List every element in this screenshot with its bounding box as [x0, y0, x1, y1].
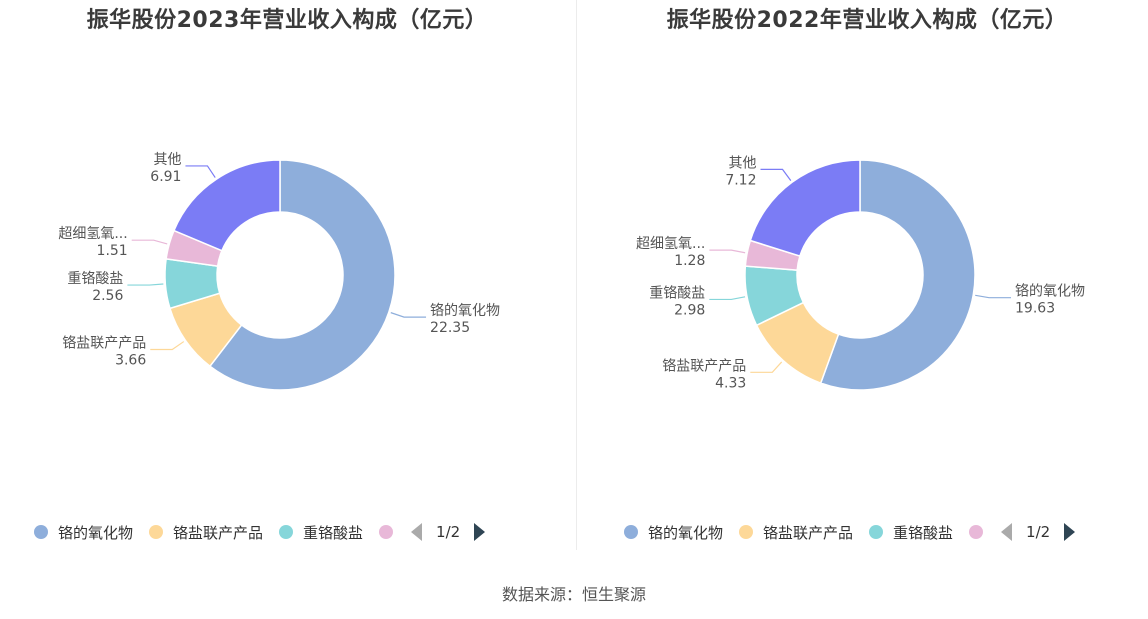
- chart-title: 振华股份2022年营业收入构成（亿元）: [666, 8, 1068, 33]
- slice-value-ultrafine-hydroxide: 1.28: [674, 253, 705, 269]
- label-leader-line: [185, 165, 216, 178]
- legend-item-partial[interactable]: [969, 525, 984, 539]
- slice-label-ultrafine-hydroxide: 超细氢氧...: [636, 236, 705, 252]
- label-leader-line: [975, 294, 1012, 299]
- slice-label-chromium-oxide: 铬的氧化物: [1015, 284, 1085, 300]
- slice-label-coproducts: 铬盐联产产品: [62, 336, 146, 352]
- slice-label-coproducts: 铬盐联产产品: [662, 358, 746, 374]
- legend-label: 铬的氧化物: [648, 523, 724, 542]
- legend-swatch: [869, 525, 884, 539]
- legend-item-dichromate[interactable]: 重铬酸盐: [869, 522, 953, 543]
- slice-value-coproducts: 4.33: [715, 375, 746, 391]
- slice-label-ultrafine-hydroxide: 超细氢氧...: [58, 226, 127, 242]
- slice-value-ultrafine-hydroxide: 1.51: [97, 243, 128, 259]
- chart-panel-2023: 振华股份2023年营业收入构成（亿元） 铬的氧化物 22.35 铬盐联产产品 3.66…: [0, 0, 574, 560]
- legend-swatch: [149, 525, 164, 539]
- label-leader-line: [709, 249, 746, 254]
- slice-value-other: 6.91: [150, 169, 181, 185]
- chart-legend: 铬的氧化物 铬盐联产产品 重铬酸盐 1/2: [34, 520, 486, 544]
- legend-swatch: [34, 525, 48, 539]
- legend-item-chromium-oxide[interactable]: 铬的氧化物: [34, 522, 133, 543]
- slice-value-coproducts: 3.66: [115, 353, 146, 369]
- legend-swatch: [379, 525, 394, 539]
- legend-item-partial[interactable]: [379, 525, 394, 539]
- slice-label-other: 其他: [153, 152, 181, 168]
- pager-prev-icon[interactable]: [411, 523, 423, 541]
- label-leader-line: [760, 168, 792, 182]
- legend-label: 铬的氧化物: [58, 523, 134, 542]
- donut-slice-other[interactable]: [749, 159, 861, 258]
- legend-label: 铬盐联产产品: [173, 523, 264, 542]
- legend-item-dichromate[interactable]: 重铬酸盐: [279, 522, 363, 543]
- data-source: 数据来源：恒生聚源: [501, 585, 646, 604]
- legend-item-coproducts[interactable]: 铬盐联产产品: [149, 522, 263, 543]
- pager-label: 1/2: [436, 523, 461, 541]
- legend-item-chromium-oxide[interactable]: 铬的氧化物: [624, 522, 723, 543]
- slice-value-dichromate: 2.56: [92, 288, 123, 304]
- donut-slice-chromium-oxide[interactable]: [819, 159, 976, 391]
- panel-divider: [576, 0, 577, 550]
- legend-pager: 1/2: [1001, 523, 1076, 541]
- legend-swatch: [279, 525, 294, 539]
- label-leader-line: [150, 341, 185, 351]
- slice-value-dichromate: 2.98: [674, 302, 705, 318]
- slice-label-chromium-oxide: 铬的氧化物: [430, 303, 500, 319]
- donut-slice-chromium-oxide[interactable]: [208, 159, 396, 391]
- legend-swatch: [624, 525, 638, 539]
- legend-swatch: [969, 525, 984, 539]
- pager-label: 1/2: [1026, 523, 1051, 541]
- legend-pager: 1/2: [411, 523, 486, 541]
- chart-panel-2022: 振华股份2022年营业收入构成（亿元） 铬的氧化物 19.63 铬盐联产产品 4.33…: [580, 0, 1148, 560]
- legend-swatch: [739, 525, 754, 539]
- chart-legend: 铬的氧化物 铬盐联产产品 重铬酸盐 1/2: [624, 520, 1076, 544]
- slice-value-chromium-oxide: 19.63: [1015, 301, 1055, 317]
- pager-next-icon[interactable]: [474, 523, 486, 541]
- label-leader-line: [127, 283, 164, 286]
- legend-item-coproducts[interactable]: 铬盐联产产品: [739, 522, 853, 543]
- slice-value-other: 7.12: [725, 172, 756, 188]
- legend-label: 重铬酸盐: [893, 523, 954, 542]
- chart-title: 振华股份2023年营业收入构成（亿元）: [86, 8, 488, 33]
- donut-slice-other[interactable]: [172, 159, 281, 252]
- legend-label: 重铬酸盐: [303, 523, 364, 542]
- slice-value-chromium-oxide: 22.35: [430, 320, 470, 336]
- legend-label: 铬盐联产产品: [763, 523, 854, 542]
- label-leader-line: [709, 296, 746, 301]
- pager-next-icon[interactable]: [1064, 523, 1076, 541]
- label-leader-line: [750, 361, 783, 373]
- slice-label-dichromate: 重铬酸盐: [67, 271, 123, 287]
- pager-prev-icon[interactable]: [1001, 523, 1013, 541]
- label-leader-line: [131, 239, 168, 245]
- slice-label-dichromate: 重铬酸盐: [649, 285, 705, 301]
- label-leader-line: [390, 312, 427, 318]
- slice-label-other: 其他: [729, 155, 757, 171]
